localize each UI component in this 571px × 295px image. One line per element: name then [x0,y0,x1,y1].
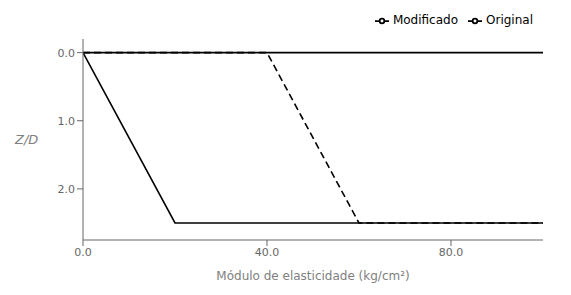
html-text:Modificado: Modificado [392,13,458,27]
svg-text:2.0: 2.0 [58,183,76,196]
svg-text:40.0: 40.0 [255,246,280,259]
svg-text:0.0: 0.0 [58,47,76,60]
svg-text:Módulo de elasticidade (kg/cm²: Módulo de elasticidade (kg/cm²) [216,269,409,283]
svg-text:Z/D: Z/D [14,132,38,147]
html-text:Original: Original [486,13,533,27]
svg-text:0.0: 0.0 [74,246,92,259]
svg-text:80.0: 80.0 [439,246,464,259]
svg-text:1.0: 1.0 [58,115,76,128]
